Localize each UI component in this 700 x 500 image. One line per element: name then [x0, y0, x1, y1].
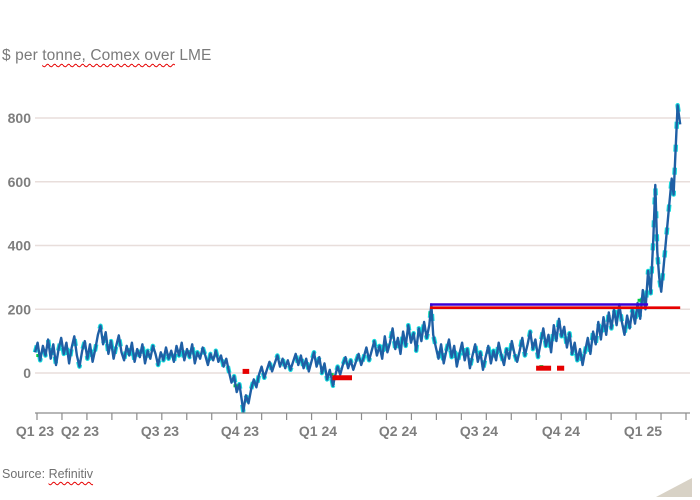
x-tick-label: Q1 23	[16, 423, 54, 439]
y-tick-label: 0	[23, 365, 31, 381]
x-tick-label: Q1 25	[624, 423, 662, 439]
chart-title: $ per tonne, Comex over LME	[2, 47, 211, 65]
source-name-spellchecked: Refinitiv	[48, 467, 94, 481]
title-text-spellchecked: tonne, Comex over	[42, 47, 175, 64]
x-tick-label: Q2 23	[61, 423, 99, 439]
title-text-prefix: $ per	[2, 47, 43, 64]
x-tick-label: Q1 24	[299, 423, 337, 439]
y-tick-label: 400	[8, 238, 32, 254]
title-text-suffix: LME	[174, 47, 212, 64]
source-label: Source:	[2, 467, 49, 481]
y-tick-label: 600	[8, 174, 32, 190]
x-tick-label: Q3 23	[141, 423, 179, 439]
source-attribution: Source: Refinitiv	[2, 467, 93, 481]
series-comex-over-lme-premium	[33, 104, 682, 413]
x-tick-label: Q3 24	[460, 423, 498, 439]
x-tick-label: Q4 24	[542, 423, 580, 439]
y-tick-label: 200	[8, 301, 32, 317]
y-tick-label: 800	[8, 110, 32, 126]
x-tick-label: Q2 24	[379, 423, 417, 439]
brand-triangle-icon	[656, 478, 692, 497]
x-tick-label: Q4 23	[221, 423, 259, 439]
